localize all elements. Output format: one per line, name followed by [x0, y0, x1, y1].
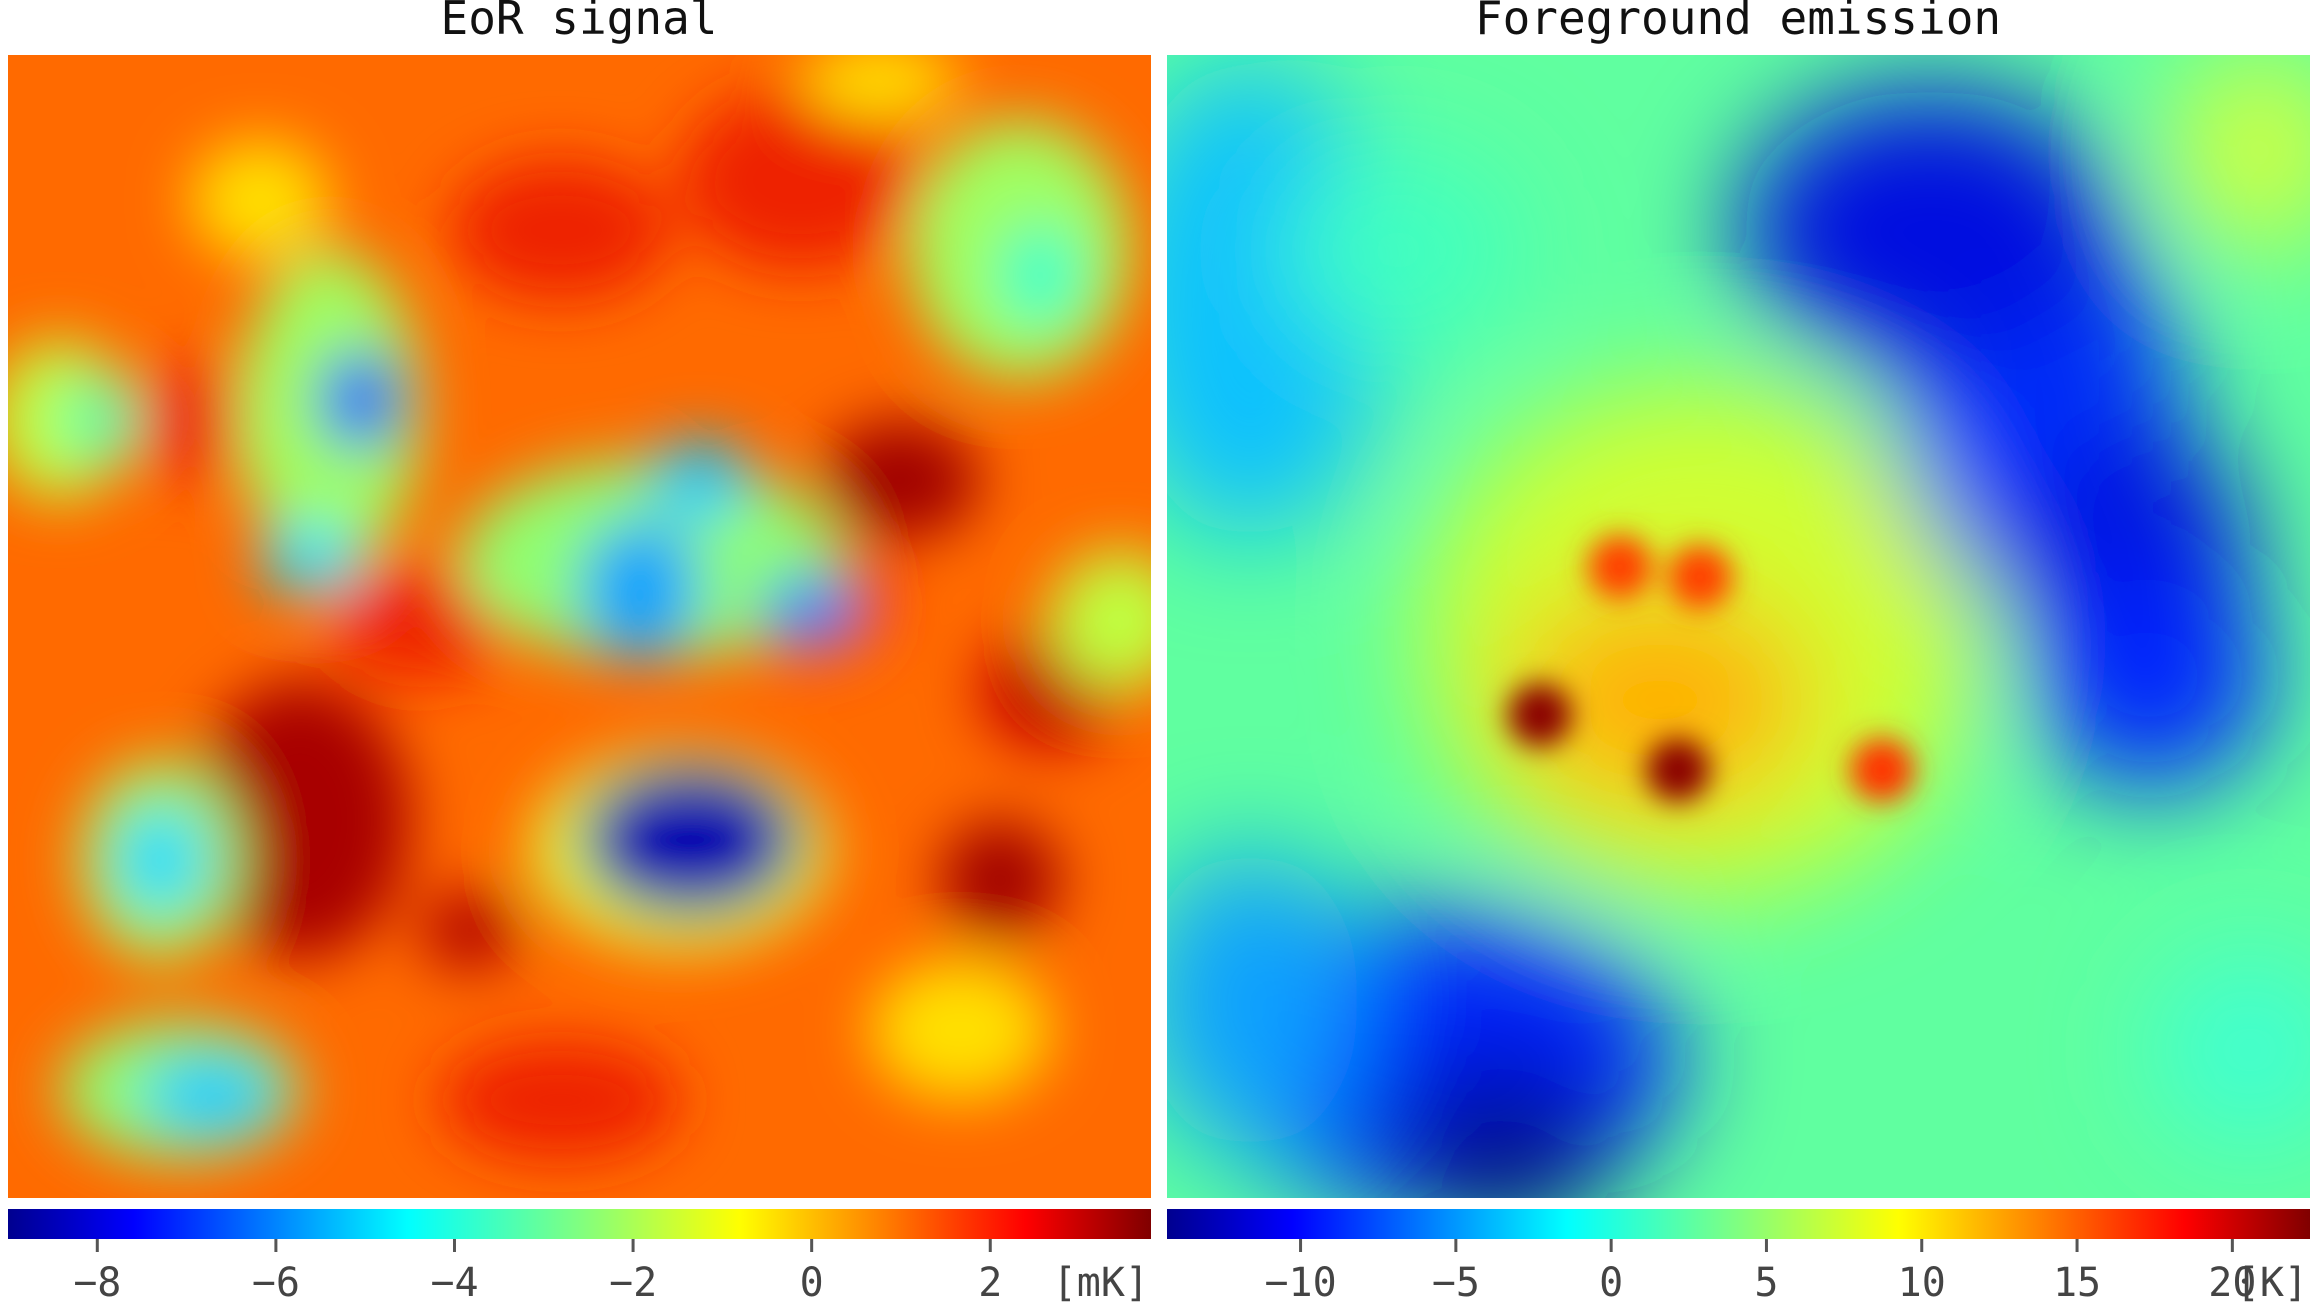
eor-panel: EoR signal: [8, 0, 1151, 1305]
foreground-heatmap: [1167, 55, 2310, 1198]
foreground-colorbar-tick-label: −10: [1264, 1260, 1336, 1305]
foreground-colorbar-tick-label: 0: [1599, 1260, 1623, 1305]
foreground-unit-label: [K]: [2236, 1260, 2308, 1305]
eor-unit-label: [mK]: [1053, 1260, 1149, 1305]
eor-colorbar-tick-label: −4: [430, 1260, 478, 1305]
foreground-colorbar-tick-label: 10: [1898, 1260, 1946, 1305]
eor-colorbar-tick-label: −6: [252, 1260, 300, 1305]
eor-colorbar-tick-label: 2: [978, 1260, 1002, 1305]
foreground-colorbar-tick-label: 20: [2208, 1260, 2256, 1305]
eor-colorbar-tick-label: 0: [800, 1260, 824, 1305]
foreground-panel: Foreground emission: [1167, 0, 2310, 1305]
eor-colorbar-tick-label: −8: [73, 1260, 121, 1305]
foreground-colorbar-ticks: −10 −5 0 5 10 15 20: [1264, 1239, 2256, 1305]
eor-colorbar: [8, 1209, 1151, 1239]
eor-colorbar-ticks: −8 −6 −4 −2 0 2: [73, 1239, 1002, 1305]
eor-title: EoR signal: [441, 0, 718, 45]
eor-colorbar-tick-label: −2: [609, 1260, 657, 1305]
foreground-colorbar-tick-label: −5: [1432, 1260, 1480, 1305]
eor-heatmap: [8, 55, 1151, 1198]
foreground-colorbar-tick-label: 5: [1754, 1260, 1778, 1305]
foreground-colorbar-tick-label: 15: [2053, 1260, 2101, 1305]
foreground-colorbar: [1167, 1209, 2310, 1239]
foreground-title: Foreground emission: [1475, 0, 2001, 45]
